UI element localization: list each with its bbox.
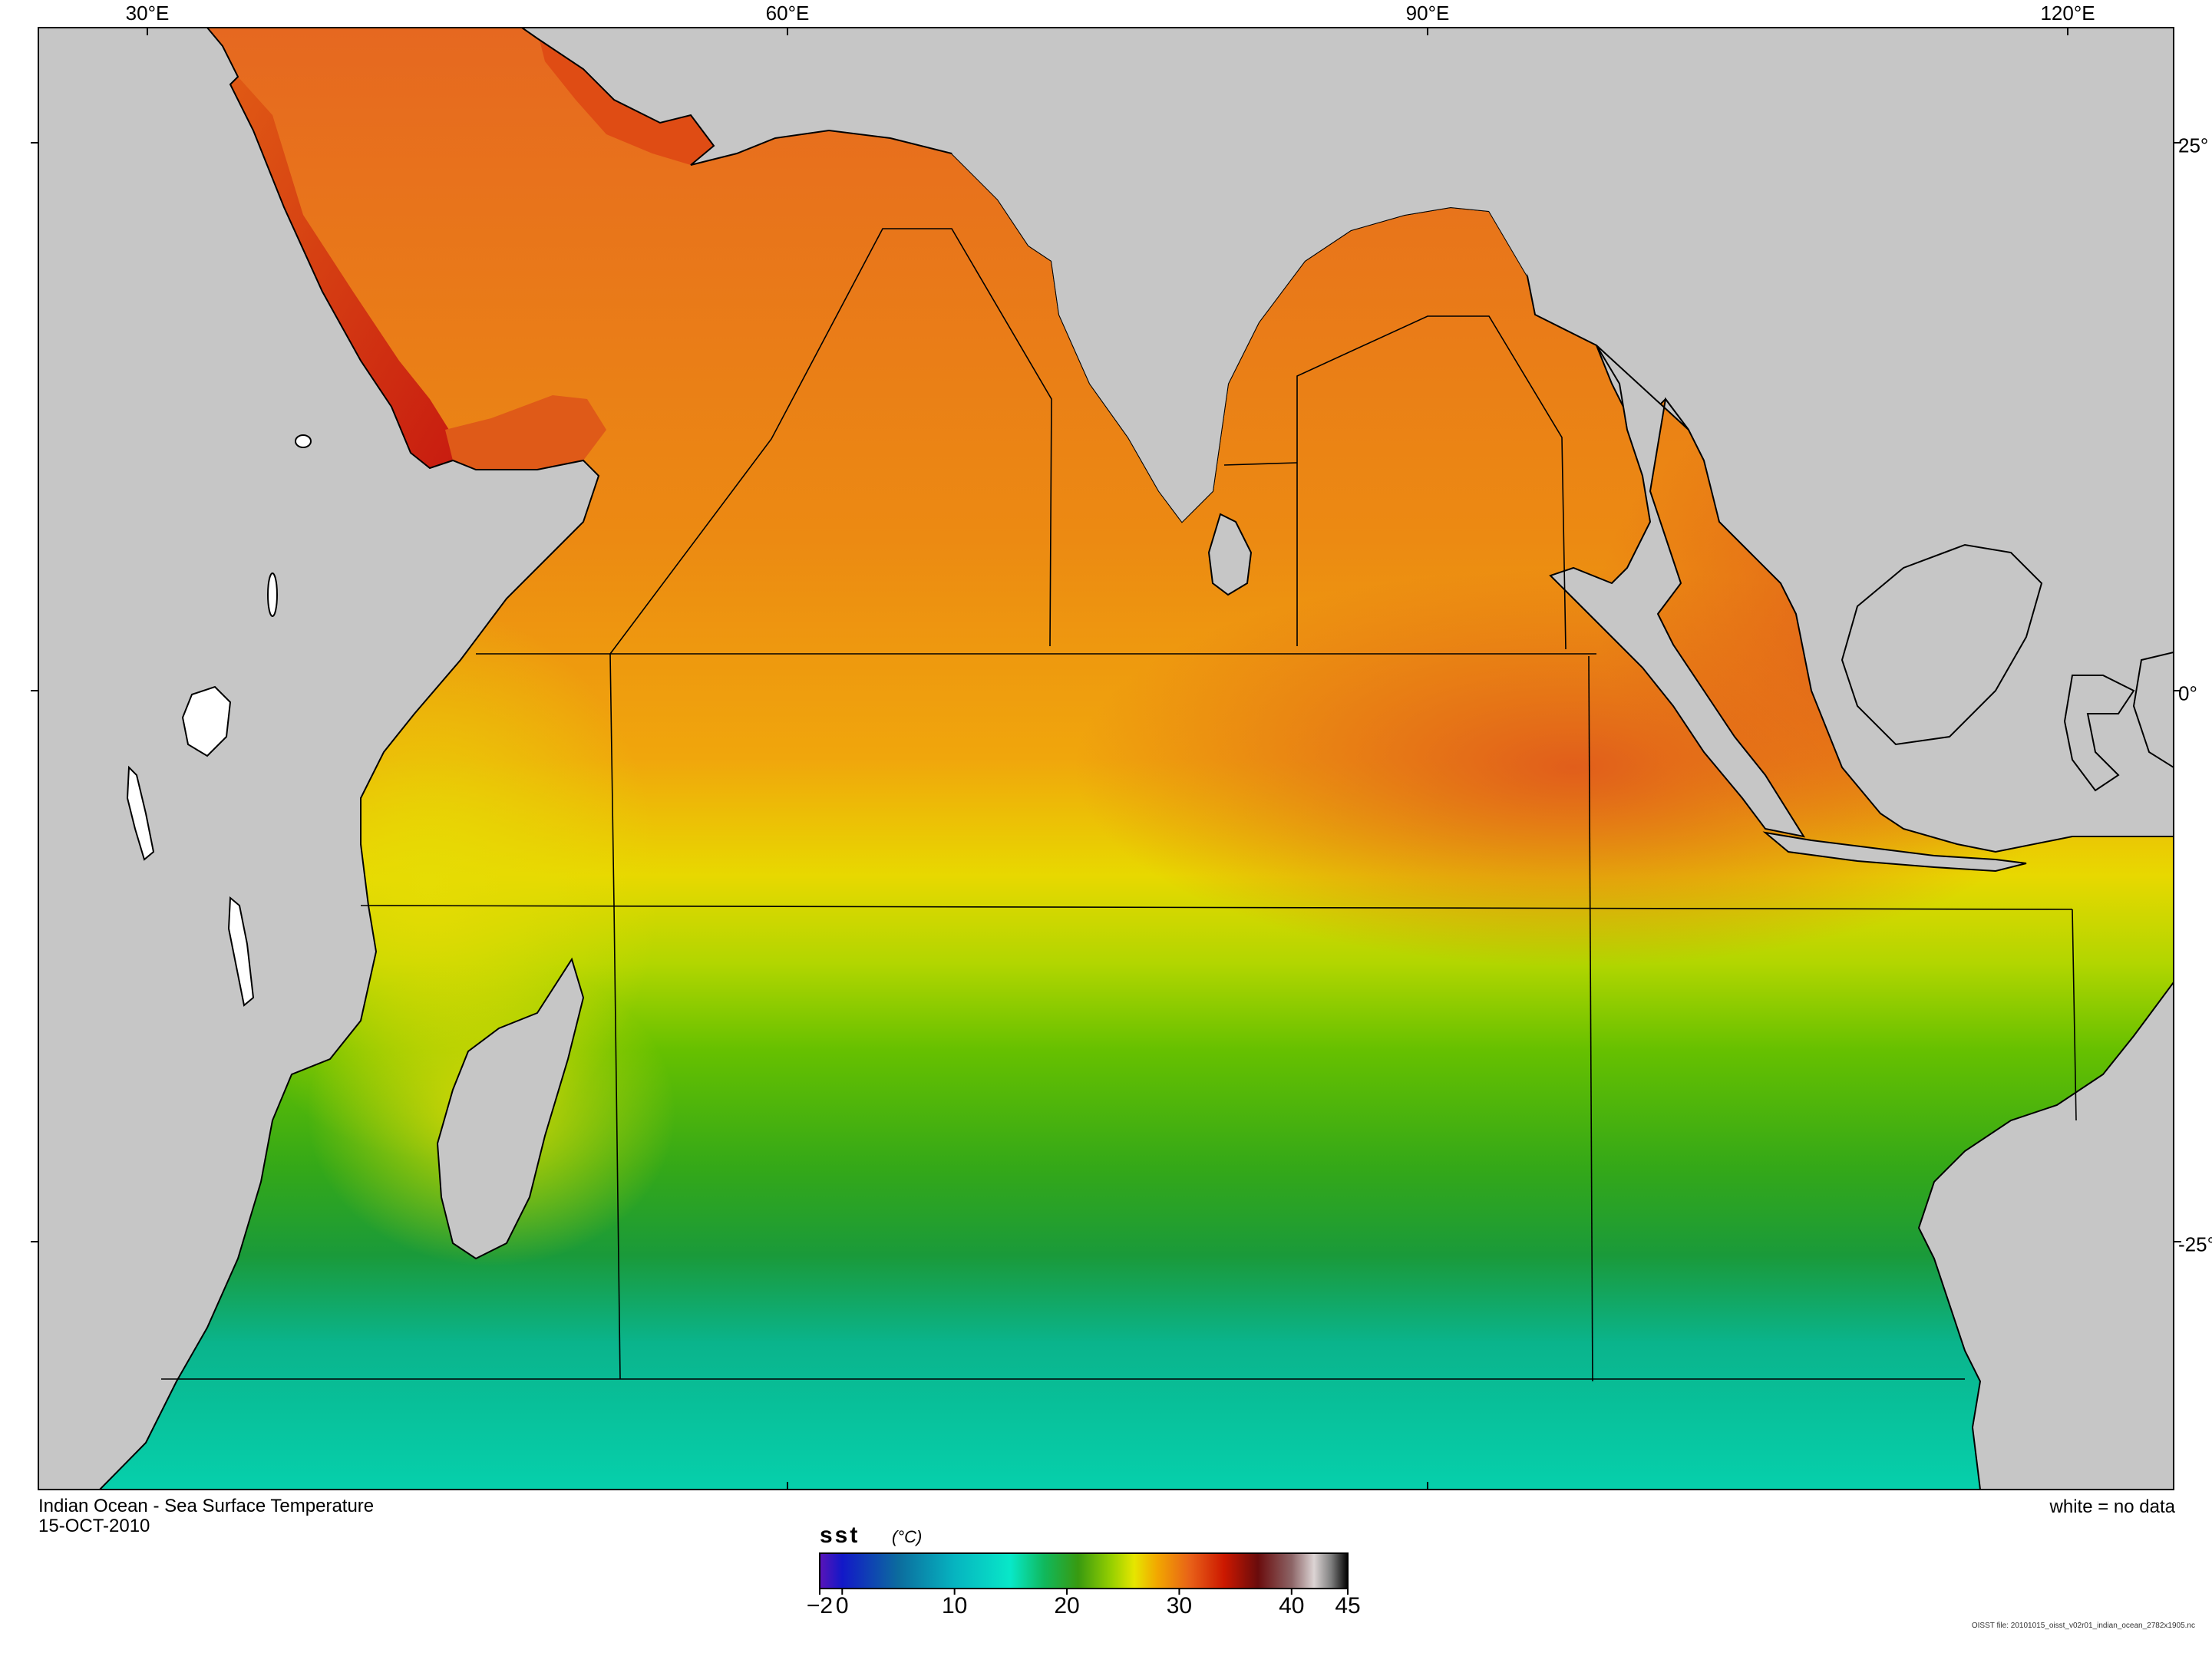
no-data-areas [126,434,312,1007]
lat-label-0: 0° [2178,681,2197,705]
boundary-central-horizontal [360,905,2073,910]
boundary-arabian-sea [609,228,1052,655]
region-boundaries [161,228,2077,1382]
colorbar-tickmarks [819,1589,1349,1595]
map-frame [38,27,2174,1490]
lon-label-90e: 90°E [1405,2,1450,25]
lake-tana [295,434,312,448]
no-data-note: white = no data [2049,1496,2175,1517]
map-title-block: Indian Ocean - Sea Surface Temperature 1… [38,1496,374,1536]
colorbar-tick-label: −2 [806,1593,834,1618]
red-sea-water [230,77,453,468]
lon-label-30e: 30°E [125,2,170,25]
colorbar-variable: sst [820,1523,860,1548]
lat-label-25s: -25° [2178,1232,2212,1256]
colorbar-tick-label: 0 [835,1593,849,1618]
india-interior [952,77,1527,522]
colorbar-tick-label: 40 [1279,1593,1305,1618]
map-title: Indian Ocean - Sea Surface Temperature [38,1496,375,1516]
lake-turkana [267,572,278,617]
boundary-west-central [609,653,615,906]
sulawesi [2063,675,2135,792]
boundary-west-south [613,905,621,1380]
colorbar-unit: (°C) [892,1527,923,1546]
gulf-of-aden-water [445,395,606,470]
boundary-east-central [1588,655,1593,1382]
colorbar [819,1552,1349,1595]
boundary-bay-of-bengal [1296,315,1567,650]
colorbar-tick-label: 30 [1166,1593,1193,1618]
land [38,28,2174,1490]
boundary-bengal-west [1223,462,1298,466]
source-file-note: OISST file: 20101015_oisst_v02r01_indian… [1971,1622,2195,1630]
lake-tanganyika [126,765,155,861]
madagascar [436,957,585,1260]
colorbar-tick-label: 10 [941,1593,968,1618]
map-date: 15-OCT-2010 [38,1516,150,1536]
frame-ticks [31,28,2181,1490]
lake-malawi [227,896,255,1007]
boundary-southeast [2072,909,2077,1121]
colorbar-tick-label: 20 [1054,1593,1080,1618]
java [1762,831,2027,873]
colorbar-tick-label: 45 [1335,1593,1361,1618]
colorbar-gradient [819,1552,1349,1589]
sri-lanka [1207,513,1253,596]
borneo [1841,543,2043,746]
lake-victoria [181,685,232,757]
australia [1917,981,2174,1490]
new-guinea-area [2132,651,2174,769]
lon-label-120e: 120°E [2040,2,2095,25]
lat-label-25n: 25° [2178,134,2209,157]
southeast-asia-landmass [1549,345,1806,838]
lon-label-60e: 60°E [765,2,810,25]
